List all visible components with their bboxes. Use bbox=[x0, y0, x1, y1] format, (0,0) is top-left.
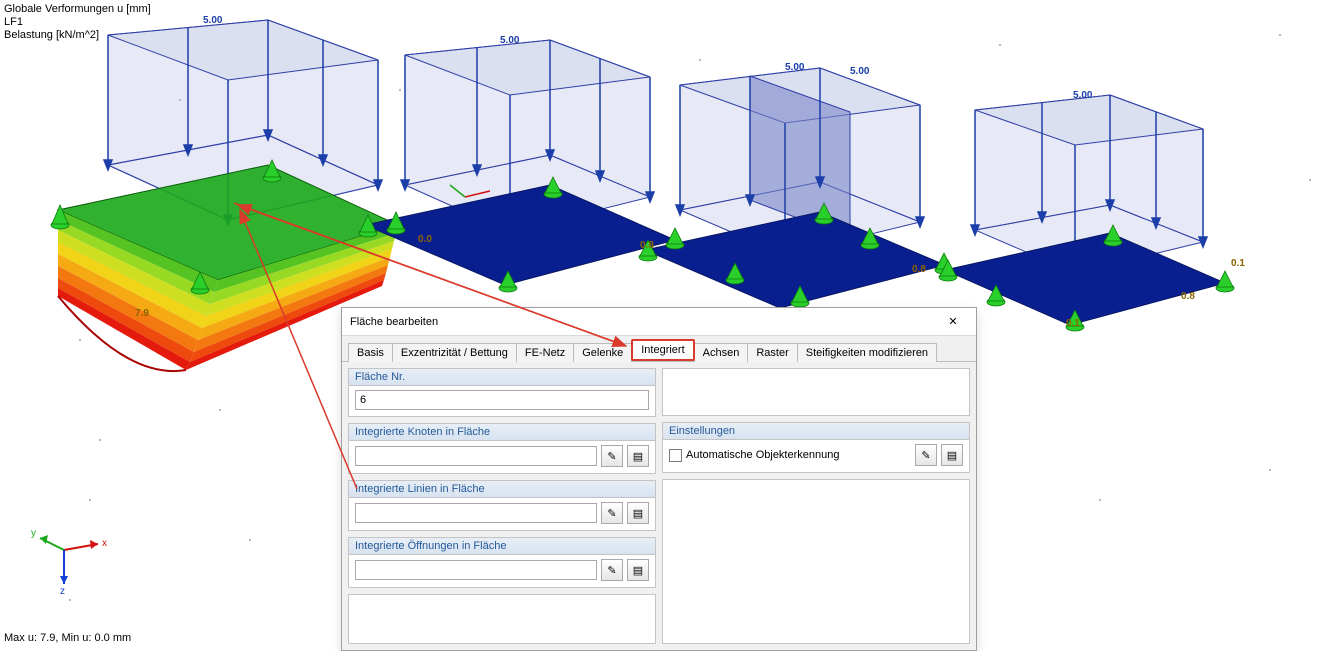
viewport-info-line: Globale Verformungen u [mm] bbox=[4, 3, 151, 16]
group-settings: Einstellungen Automatische Objekterkennu… bbox=[662, 422, 970, 473]
load-label: 5.00 bbox=[850, 66, 869, 77]
dialog-title: Fläche bearbeiten bbox=[350, 316, 438, 328]
group-empty bbox=[348, 594, 656, 644]
model-2 bbox=[365, 40, 675, 285]
dialog-tabstrip: Basis Exzentrizität / Bettung FE-Netz Ge… bbox=[342, 336, 976, 362]
disp-label: 0.1 bbox=[1066, 318, 1080, 329]
tab-axes[interactable]: Achsen bbox=[694, 343, 749, 362]
integrated-nodes-input[interactable] bbox=[355, 446, 597, 466]
load-label: 5.00 bbox=[1073, 90, 1092, 101]
dialog-body: Fläche Nr. Integrierte Knoten in Fläche … bbox=[342, 362, 976, 650]
integrated-lines-input[interactable] bbox=[355, 503, 597, 523]
dialog-titlebar[interactable]: Fläche bearbeiten ✕ bbox=[342, 308, 976, 336]
group-header: Fläche Nr. bbox=[349, 369, 655, 386]
list-button[interactable]: ▤ bbox=[941, 444, 963, 466]
load-label: 5.00 bbox=[500, 35, 519, 46]
integrated-openings-input[interactable] bbox=[355, 560, 597, 580]
load-label: 5.00 bbox=[785, 62, 804, 73]
pick-icon: ✎ bbox=[921, 449, 930, 462]
list-button[interactable]: ▤ bbox=[627, 445, 649, 467]
load-label: 5.00 bbox=[203, 15, 222, 26]
list-icon: ▤ bbox=[633, 564, 643, 577]
group-integrated-nodes: Integrierte Knoten in Fläche ✎ ▤ bbox=[348, 423, 656, 474]
disp-label: 0.1 bbox=[1231, 258, 1245, 269]
tab-fe-mesh[interactable]: FE-Netz bbox=[516, 343, 574, 362]
group-header: Integrierte Linien in Fläche bbox=[349, 481, 655, 498]
dialog-left-column: Fläche Nr. Integrierte Knoten in Fläche … bbox=[348, 368, 656, 644]
tab-hinges[interactable]: Gelenke bbox=[573, 343, 632, 362]
viewport-footer: Max u: 7.9, Min u: 0.0 mm bbox=[4, 632, 131, 645]
surface-no-input[interactable] bbox=[355, 390, 649, 410]
group-integrated-lines: Integrierte Linien in Fläche ✎ ▤ bbox=[348, 480, 656, 531]
disp-label: 0.8 bbox=[640, 240, 654, 251]
tab-stiffness[interactable]: Steifigkeiten modifizieren bbox=[797, 343, 937, 362]
pick-icon: ✎ bbox=[607, 564, 616, 577]
group-header: Integrierte Öffnungen in Fläche bbox=[349, 538, 655, 555]
viewport-info: Globale Verformungen u [mm] LF1 Belastun… bbox=[4, 3, 151, 42]
viewport-info-line: Belastung [kN/m^2] bbox=[4, 29, 151, 42]
pick-button[interactable]: ✎ bbox=[601, 445, 623, 467]
group-header: Integrierte Knoten in Fläche bbox=[349, 424, 655, 441]
disp-label: 0.8 bbox=[912, 264, 926, 275]
pick-button[interactable]: ✎ bbox=[601, 559, 623, 581]
model-3 bbox=[645, 68, 945, 308]
auto-detect-checkbox[interactable]: Automatische Objekterkennung bbox=[669, 449, 839, 462]
list-button[interactable]: ▤ bbox=[627, 502, 649, 524]
disp-label: 7.9 bbox=[135, 308, 149, 319]
close-icon: ✕ bbox=[948, 315, 957, 328]
group-empty bbox=[662, 479, 970, 644]
viewport-info-line: LF1 bbox=[4, 16, 151, 29]
dialog-right-column: Einstellungen Automatische Objekterkennu… bbox=[662, 368, 970, 644]
svg-text:x: x bbox=[102, 538, 107, 549]
tab-basis[interactable]: Basis bbox=[348, 343, 393, 362]
list-icon: ▤ bbox=[633, 450, 643, 463]
tab-integrated[interactable]: Integriert bbox=[631, 339, 694, 361]
pick-icon: ✎ bbox=[607, 450, 616, 463]
disp-label: 0.8 bbox=[1181, 291, 1195, 302]
list-button[interactable]: ▤ bbox=[627, 559, 649, 581]
disp-label: 0.0 bbox=[418, 234, 432, 245]
list-icon: ▤ bbox=[947, 449, 957, 462]
tab-grid[interactable]: Raster bbox=[747, 343, 797, 362]
svg-text:y: y bbox=[31, 528, 36, 539]
checkbox-label: Automatische Objekterkennung bbox=[686, 449, 839, 461]
axis-triad: x y z bbox=[30, 516, 110, 596]
group-header: Einstellungen bbox=[663, 423, 969, 440]
group-integrated-openings: Integrierte Öffnungen in Fläche ✎ ▤ bbox=[348, 537, 656, 588]
pick-icon: ✎ bbox=[607, 507, 616, 520]
tab-excentricity[interactable]: Exzentrizität / Bettung bbox=[392, 343, 517, 362]
list-icon: ▤ bbox=[633, 507, 643, 520]
group-blank-top bbox=[662, 368, 970, 416]
close-button[interactable]: ✕ bbox=[938, 311, 968, 333]
pick-button[interactable]: ✎ bbox=[915, 444, 937, 466]
edit-surface-dialog: Fläche bearbeiten ✕ Basis Exzentrizität … bbox=[341, 307, 977, 651]
group-surface-no: Fläche Nr. bbox=[348, 368, 656, 417]
svg-text:z: z bbox=[60, 586, 65, 596]
checkbox-icon bbox=[669, 449, 682, 462]
pick-button[interactable]: ✎ bbox=[601, 502, 623, 524]
